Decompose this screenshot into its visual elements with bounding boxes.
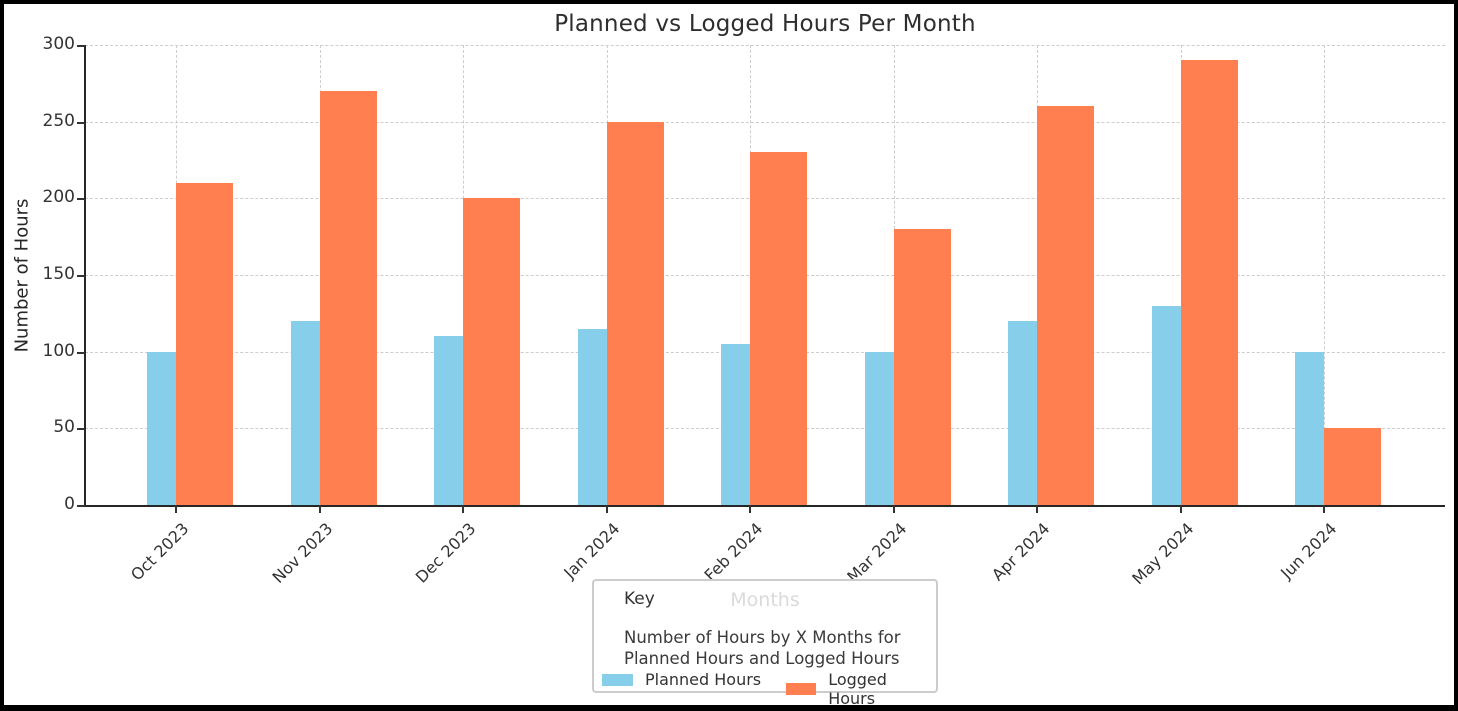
y-tick-mark [77, 198, 85, 201]
gridline-vertical [1324, 45, 1325, 505]
legend: Key Months Number of Hours by X Months f… [592, 579, 938, 705]
chart-title: Planned vs Logged Hours Per Month [554, 11, 976, 37]
y-tick-mark [77, 351, 85, 354]
bar-logged-hours [463, 198, 520, 505]
y-axis-spine [84, 45, 86, 507]
x-tick-mark [892, 505, 895, 513]
x-tick-mark [318, 505, 321, 513]
x-tick-label: Dec 2023 [411, 519, 480, 587]
bar-logged-hours [750, 152, 807, 505]
legend-description: Number of Hours by X Months for Planned … [624, 627, 901, 669]
bar-logged-hours [1037, 106, 1094, 505]
gridline-horizontal [85, 45, 1445, 46]
bar-logged-hours [176, 183, 233, 505]
bar-logged-hours [606, 121, 664, 505]
y-tick-label: 250 [42, 110, 75, 131]
bar-logged-hours [1180, 60, 1238, 505]
bar-planned-hours [1295, 351, 1324, 505]
x-axis-label: Months [730, 589, 800, 611]
x-tick-mark [462, 505, 464, 513]
x-tick-mark [1323, 505, 1325, 513]
chart-stage: Planned vs Logged Hours Per Month Number… [4, 4, 1454, 705]
bar-planned-hours [1151, 305, 1181, 505]
bar-logged-hours [319, 91, 377, 505]
y-tick-mark [77, 275, 85, 277]
x-tick-mark [1179, 505, 1182, 513]
legend-title: Key [624, 589, 655, 609]
legend-entry-planned-label: Planned Hours [645, 670, 762, 689]
bar-logged-hours [1324, 428, 1381, 505]
x-axis-spine [84, 505, 1445, 507]
bar-planned-hours [1008, 321, 1037, 505]
planned-hours-swatch [602, 673, 633, 686]
x-tick-label: Apr 2024 [988, 519, 1054, 585]
y-tick-label: 0 [64, 494, 75, 514]
bar-planned-hours [721, 344, 750, 505]
legend-entry-logged: Logged Hours [786, 670, 936, 708]
y-tick-mark [77, 121, 85, 124]
x-tick-mark [1036, 505, 1038, 513]
x-tick-mark [749, 505, 751, 513]
bar-planned-hours [577, 328, 607, 505]
x-tick-mark [175, 505, 177, 513]
x-tick-label: May 2024 [1127, 519, 1197, 589]
y-tick-label: 150 [42, 264, 75, 284]
bar-planned-hours [147, 351, 176, 505]
legend-entry-logged-label: Logged Hours [828, 670, 887, 708]
y-tick-mark [77, 45, 85, 47]
bar-planned-hours [434, 336, 463, 505]
legend-description-line2: Planned Hours and Logged Hours [624, 649, 900, 669]
x-tick-label: Oct 2023 [127, 519, 193, 585]
y-tick-label: 300 [42, 34, 75, 54]
x-tick-mark [605, 505, 608, 513]
bar-planned-hours [864, 351, 894, 505]
plot-area [85, 45, 1445, 505]
y-tick-label: 200 [42, 187, 75, 208]
bar-planned-hours [290, 321, 320, 505]
logged-hours-swatch [786, 683, 817, 695]
legend-description-line1: Number of Hours by X Months for [624, 628, 901, 647]
x-tick-label: Jun 2024 [1276, 519, 1341, 583]
legend-entry-planned: Planned Hours [602, 670, 761, 689]
y-tick-mark [77, 428, 85, 431]
gridline-horizontal [85, 121, 1445, 123]
y-tick-label: 100 [42, 340, 75, 361]
y-tick-label: 50 [53, 417, 75, 438]
x-tick-label: Nov 2023 [268, 519, 336, 587]
bar-logged-hours [893, 229, 951, 505]
y-tick-mark [77, 505, 85, 507]
